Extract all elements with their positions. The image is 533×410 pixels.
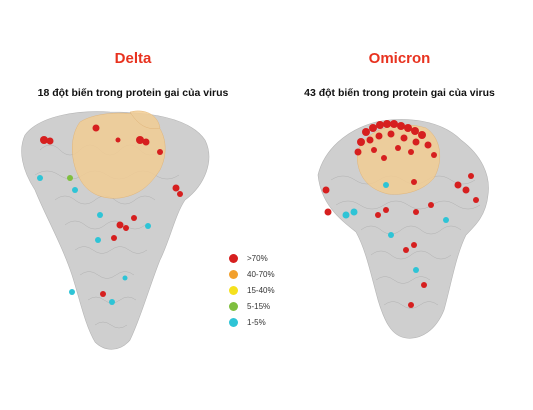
- legend-item: 15-40%: [229, 282, 309, 298]
- delta-subtitle: 18 đột biến trong protein gai của virus: [37, 87, 229, 99]
- legend-swatch: [229, 301, 238, 311]
- legend-item: 1-5%: [229, 314, 309, 330]
- delta-panel: Delta 18 đột biến trong protein gai của …: [0, 0, 266, 410]
- omicron-spike-structure: [317, 119, 489, 339]
- delta-protein-body: [21, 111, 210, 350]
- legend-label: >70%: [247, 253, 268, 263]
- legend-item: 40-70%: [229, 266, 309, 282]
- delta-mutation-markers: [37, 124, 183, 305]
- legend-swatch: [229, 317, 238, 327]
- legend-label: 1-5%: [247, 317, 266, 327]
- omicron-rbd-highlight: [356, 124, 441, 195]
- legend-label: 40-70%: [247, 269, 275, 279]
- omicron-protein-body: [317, 119, 489, 339]
- delta-title: Delta: [114, 50, 152, 67]
- legend-swatch: [229, 269, 238, 279]
- legend-item: >70%: [229, 250, 309, 266]
- frequency-legend: >70% 40-70% 15-40% 5-15% 1-5%: [229, 250, 309, 330]
- legend-label: 15-40%: [247, 285, 275, 295]
- omicron-subtitle: 43 đột biến trong protein gai của virus: [304, 87, 495, 99]
- legend-item: 5-15%: [229, 298, 309, 314]
- legend-swatch: [229, 253, 238, 263]
- omicron-title: Omicron: [368, 50, 431, 67]
- delta-rbd-highlight: [72, 110, 166, 199]
- legend-swatch: [229, 285, 238, 295]
- legend-label: 5-15%: [247, 301, 271, 311]
- omicron-mutation-markers: [322, 120, 479, 308]
- omicron-panel: Omicron 43 đột biến trong protein gai củ…: [266, 0, 533, 410]
- delta-spike-structure: [21, 110, 210, 350]
